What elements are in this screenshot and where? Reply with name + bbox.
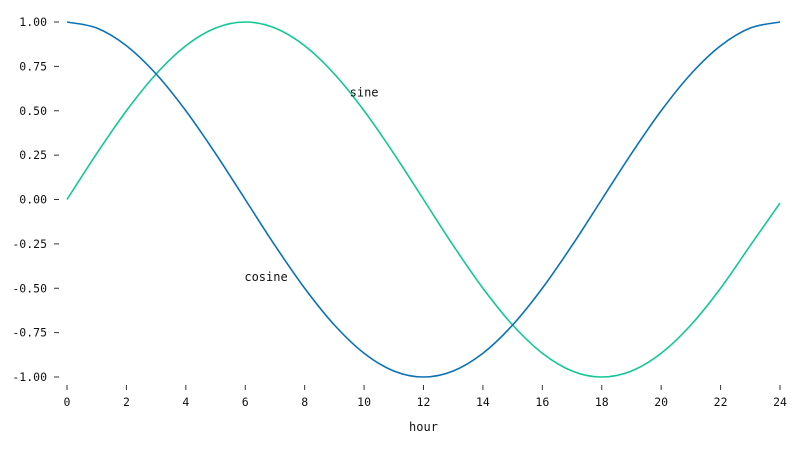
y-tick-label: 0.75 <box>19 59 47 73</box>
x-tick-label: 4 <box>182 395 189 409</box>
y-tick-label: -0.75 <box>12 326 47 340</box>
series-line-sine <box>66 21 781 378</box>
x-tick-label: 6 <box>242 395 249 409</box>
y-tick-label: 1.00 <box>19 15 47 29</box>
x-tick-label: 0 <box>64 395 71 409</box>
x-tick-label: 18 <box>595 395 609 409</box>
x-tick-label: 2 <box>123 395 130 409</box>
series-labels: sine cosine <box>244 86 378 285</box>
x-tick-label: 8 <box>301 395 308 409</box>
y-tick-label: 0.00 <box>19 193 47 207</box>
x-tick-label: 22 <box>714 395 728 409</box>
y-tick-label: 0.50 <box>19 104 47 118</box>
x-axis-title: hour <box>409 420 438 434</box>
x-tick-label: 24 <box>773 395 787 409</box>
y-axis: 1.00 0.75 0.50 0.25 0.00 -0.25 -0.50 -0.75 -1.00 <box>12 15 59 384</box>
x-tick-label: 10 <box>357 395 371 409</box>
x-axis: 0 2 4 6 8 10 12 14 16 18 20 22 24 <box>64 385 787 409</box>
y-tick-label: -0.25 <box>12 237 47 251</box>
series-line-cosine <box>66 21 781 378</box>
series-label-cosine: cosine <box>244 270 287 284</box>
y-tick-label: 0.25 <box>19 148 47 162</box>
y-tick-label: -0.50 <box>12 281 47 295</box>
x-tick-label: 14 <box>476 395 490 409</box>
series-lines <box>66 21 781 378</box>
x-tick-label: 12 <box>417 395 431 409</box>
y-tick-label: -1.00 <box>12 370 47 384</box>
series-label-sine: sine <box>350 86 379 100</box>
x-tick-label: 16 <box>535 395 549 409</box>
x-tick-label: 20 <box>654 395 668 409</box>
